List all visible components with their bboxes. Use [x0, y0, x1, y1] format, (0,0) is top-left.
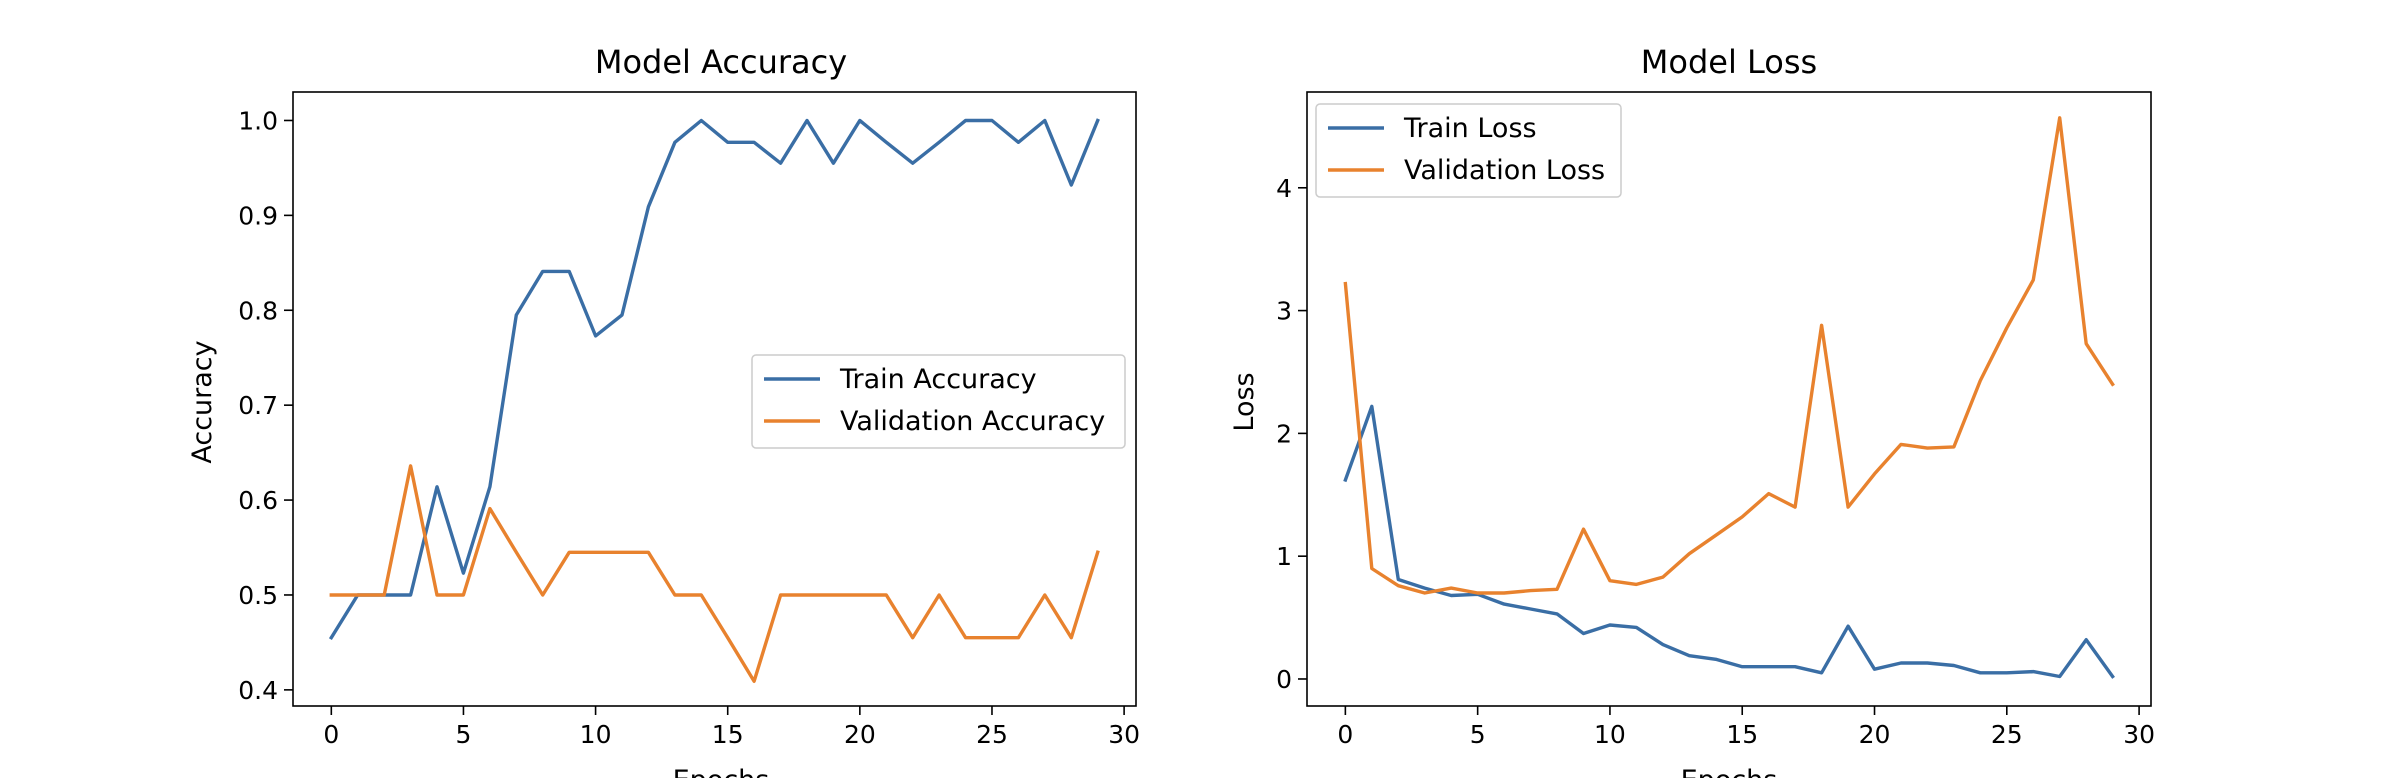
loss-y-tick-label: 3: [1276, 297, 1292, 326]
loss-axis-ticks: 0 5 10 15 20 25 30 0 1 2 3 4: [1276, 174, 2155, 749]
accuracy-x-tick-label: 0: [323, 720, 339, 749]
loss-y-tick-label: 4: [1276, 174, 1292, 203]
accuracy-y-tick-label: 1.0: [238, 106, 278, 135]
loss-x-tick-label: 20: [1859, 720, 1891, 749]
accuracy-y-tick-label: 0.4: [238, 676, 278, 705]
accuracy-plot-frame: [292, 91, 1137, 707]
loss-x-tick-label: 10: [1594, 720, 1626, 749]
loss-x-tick-label: 25: [1991, 720, 2023, 749]
accuracy-y-axis-label: Accuracy: [187, 340, 218, 463]
loss-legend: Train Loss Validation Loss: [1315, 103, 1622, 198]
accuracy-x-tick-label: 20: [844, 720, 876, 749]
accuracy-x-tick-label: 15: [712, 720, 744, 749]
validation-accuracy-line: [329, 464, 1100, 683]
validation-accuracy-legend-label: Validation Accuracy: [840, 406, 1105, 437]
loss-y-axis-label: Loss: [1229, 372, 1260, 431]
train-loss-legend-label: Train Loss: [1403, 113, 1537, 144]
accuracy-y-tick-label: 0.6: [238, 486, 278, 515]
train-loss-line: [1343, 404, 2115, 679]
accuracy-y-tick-label: 0.8: [238, 296, 278, 325]
loss-chart: Model Loss Loss Epochs 0 5 10 15 20 25 30 0 1 2 3 4…: [1229, 43, 2155, 778]
loss-x-tick-label: 30: [2123, 720, 2155, 749]
loss-x-axis-label: Epochs: [1681, 765, 1778, 778]
validation-loss-legend-label: Validation Loss: [1404, 155, 1605, 186]
loss-series-lines: [1343, 116, 2115, 679]
accuracy-chart-title: Model Accuracy: [595, 43, 847, 81]
accuracy-y-tick-label: 0.7: [238, 391, 278, 420]
accuracy-chart: Model Accuracy Accuracy Epochs 0 5 10 15 20 2…: [187, 43, 1140, 778]
accuracy-legend: Train Accuracy Validation Accuracy: [751, 354, 1126, 449]
train-accuracy-line: [328, 118, 1100, 641]
accuracy-y-tick-label: 0.9: [238, 201, 278, 230]
accuracy-y-tick-label: 0.5: [238, 581, 278, 610]
accuracy-x-tick-label: 10: [580, 720, 612, 749]
accuracy-legend-box: [751, 354, 1126, 449]
loss-x-tick-label: 15: [1726, 720, 1758, 749]
accuracy-x-tick-label: 5: [455, 720, 471, 749]
loss-x-tick-label: 0: [1337, 720, 1353, 749]
loss-legend-box: [1315, 103, 1622, 198]
accuracy-series-lines: [328, 118, 1100, 683]
accuracy-x-tick-label: 25: [976, 720, 1008, 749]
accuracy-axis-ticks: 0 5 10 15 20 25 30 0.4 0.5 0.6 0.7 0.8 0.9 1.0: [238, 106, 1140, 749]
loss-x-tick-label: 5: [1470, 720, 1486, 749]
loss-chart-title: Model Loss: [1641, 43, 1817, 81]
validation-loss-line: [1343, 116, 2115, 595]
loss-y-tick-label: 2: [1276, 419, 1292, 448]
loss-y-tick-label: 1: [1276, 542, 1292, 571]
accuracy-x-tick-label: 30: [1108, 720, 1140, 749]
train-accuracy-legend-label: Train Accuracy: [839, 364, 1037, 395]
loss-plot-frame: [1306, 91, 2152, 707]
loss-y-tick-label: 0: [1276, 665, 1292, 694]
accuracy-x-axis-label: Epochs: [673, 765, 770, 778]
